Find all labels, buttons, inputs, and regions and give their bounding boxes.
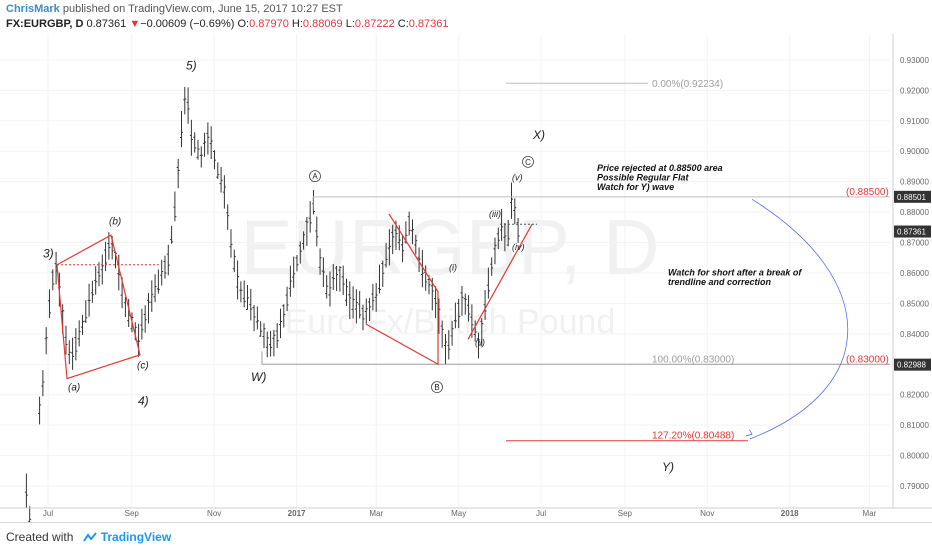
wave-label: 5) — [186, 59, 197, 73]
wave-a-b-c-triangle — [56, 234, 141, 380]
wave-label: 3) — [43, 247, 54, 261]
wave-label: (ii) — [475, 337, 485, 347]
tradingview-logo-icon — [82, 532, 97, 542]
price-tick-label: 0.84000 — [900, 330, 929, 339]
price-badge-label: 0.87361 — [897, 228, 926, 237]
open-label: O: — [237, 18, 250, 30]
change-arrow-icon: ▼ — [129, 18, 141, 30]
price-tick-label: 0.89000 — [900, 178, 929, 187]
publish-line: ChrisMark published on TradingView.com, … — [6, 3, 343, 15]
open-value: 0.87970 — [249, 18, 289, 30]
price-tick-label: 0.88000 — [900, 208, 929, 217]
price-change: −0.00609 (−0.69%) — [140, 18, 235, 30]
time-tick-label: Nov — [207, 509, 221, 518]
annotation-text: Price rejected at 0.88500 area — [597, 163, 723, 173]
wave-label: 4) — [138, 394, 149, 408]
created-with-label: Created with — [6, 530, 74, 544]
level-label-088500: (0.88500) — [846, 187, 889, 198]
price-badge-label: 0.82988 — [897, 361, 926, 370]
time-tick-label: 2017 — [288, 509, 306, 518]
wave-label: X) — [532, 128, 545, 142]
price-tick-label: 0.90000 — [900, 147, 929, 156]
wave-label: W) — [251, 370, 266, 384]
wave-circle — [431, 381, 443, 394]
time-tick-label: Mar — [369, 509, 383, 518]
wave-circle-label: B — [434, 383, 439, 392]
time-tick-label: 2018 — [781, 509, 799, 518]
time-tick-label: Nov — [700, 509, 714, 518]
time-tick-label: Jul — [43, 509, 53, 518]
time-tick-label: Jul — [536, 509, 546, 518]
chart-header: ChrisMark published on TradingView.com, … — [0, 0, 932, 34]
price-tick-label: 0.87000 — [900, 239, 929, 248]
fib-127-label: 127.20%(0.80488) — [652, 431, 734, 442]
time-tick-label: May — [451, 509, 466, 518]
price-badge-label: 0.88501 — [897, 193, 926, 202]
time-axis[interactable]: Jul Sep Nov 2017 Mar May Jul Sep Nov 2018 Mar — [0, 507, 932, 518]
footer: Created with TradingView — [0, 522, 932, 551]
low-value: 0.87222 — [354, 18, 395, 30]
price-axis-bg — [893, 34, 932, 522]
wave-label: (iii) — [489, 209, 501, 219]
wave-label: (iv) — [512, 242, 525, 252]
fib-100-label: 100.00%(0.83000) — [652, 354, 734, 365]
drawings: (0.88500) (0.83000) 0.00%(0.92234) 100.00%(… — [43, 59, 890, 474]
price-badge — [894, 225, 931, 238]
annotation-text: trendline and correction — [668, 277, 772, 287]
fib-0-label: 0.00%(0.92234) — [652, 79, 723, 90]
high-value: 0.88069 — [302, 18, 343, 30]
time-tick-label: Sep — [618, 509, 633, 518]
watermark-name: Euro Fx/British Pound — [285, 303, 616, 341]
price-tick-label: 0.79000 — [900, 482, 929, 491]
low-label: L: — [345, 18, 355, 30]
projection-arc — [749, 198, 849, 440]
price-badge — [894, 358, 931, 371]
price-tick-label: 0.85000 — [900, 299, 929, 308]
annotation-text: Possible Regular Flat — [597, 172, 690, 182]
wave-circle — [309, 170, 321, 183]
time-tick-label: Mar — [863, 509, 877, 518]
annotation-text: Watch for Y) wave — [597, 182, 674, 192]
author-link[interactable]: ChrisMark — [6, 3, 60, 15]
symbol-name[interactable]: FX:EURGBP, D — [6, 18, 84, 30]
wave-label: (b) — [109, 216, 121, 227]
wave-circle-label: C — [525, 158, 531, 167]
last-price: 0.87361 — [86, 18, 127, 30]
symbol-line: FX:EURGBP, D 0.87361 ▼−0.00609 (−0.69%) … — [6, 18, 449, 30]
flat-correction-shape — [365, 213, 439, 366]
close-value: 0.87361 — [408, 18, 449, 30]
watermark: EURGBP, D Euro Fx/British Pound — [240, 203, 659, 341]
wave-circle — [522, 155, 534, 168]
wave-label: (i) — [449, 263, 457, 273]
price-tick-label: 0.93000 — [900, 56, 929, 65]
wave-circle-label: A — [312, 172, 318, 181]
wave-label: (a) — [68, 382, 80, 393]
red-trendline — [467, 223, 533, 340]
publish-info: published on TradingView.com, June 15, 2… — [62, 3, 343, 15]
time-tick-label: Sep — [125, 509, 140, 518]
wave-label: Y) — [662, 460, 674, 474]
projection-arrowhead-icon — [745, 429, 753, 437]
price-tick-label: 0.91000 — [900, 117, 929, 126]
price-chart[interactable]: EURGBP, D Euro Fx/British Pound (0.88500… — [0, 34, 932, 522]
wave-label: (c) — [137, 361, 149, 372]
price-tick-label: 0.86000 — [900, 269, 929, 278]
high-label: H: — [291, 18, 303, 30]
close-label: C: — [397, 18, 409, 30]
price-tick-label: 0.81000 — [900, 421, 929, 430]
tradingview-link[interactable]: TradingView — [100, 530, 172, 544]
annotation-text: Watch for short after a break of — [668, 267, 802, 277]
price-tick-label: 0.80000 — [900, 452, 929, 461]
price-axis[interactable]: 0.790000.800000.810000.820000.830000.840… — [892, 34, 932, 522]
level-label-083000: (0.83000) — [846, 354, 889, 365]
candles — [24, 86, 520, 522]
price-badge — [894, 190, 931, 203]
price-tick-label: 0.82000 — [900, 391, 929, 400]
wave-label: (v) — [512, 172, 523, 182]
price-tick-label: 0.92000 — [900, 86, 929, 95]
